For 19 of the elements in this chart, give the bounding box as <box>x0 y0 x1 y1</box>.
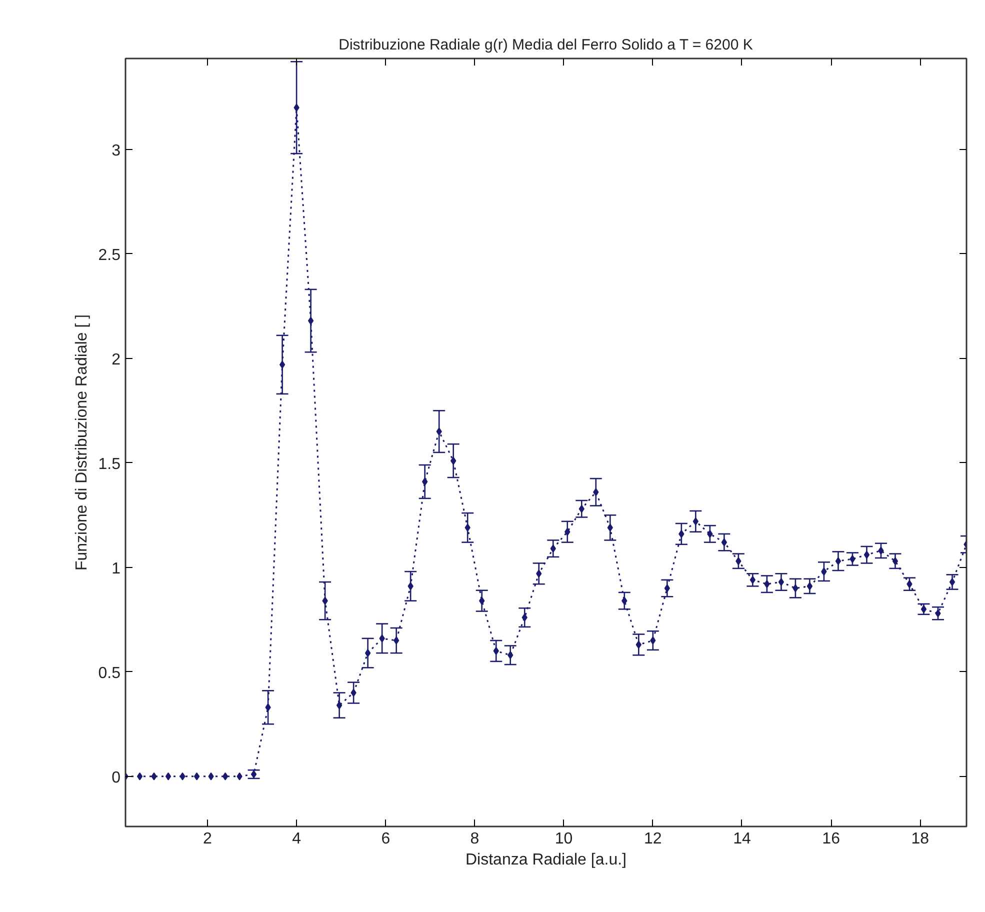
y-tick-label: 1.5 <box>98 456 121 473</box>
y-tick-label: 1 <box>112 560 121 578</box>
x-tick-label: 6 <box>381 830 390 848</box>
x-tick-label: 14 <box>733 830 751 848</box>
x-tick-label: 2 <box>203 830 212 848</box>
x-tick-label: 4 <box>292 830 302 848</box>
x-tick-label: 18 <box>911 830 930 848</box>
x-axis-title: Distanza Radiale [a.u.] <box>466 852 626 868</box>
y-axis-title: Funzione di Distribuzione Radiale [ ] <box>73 314 90 571</box>
y-tick-label: 3 <box>112 142 121 160</box>
y-tick-label: 2.5 <box>98 246 121 264</box>
y-tick-label: 2 <box>112 351 121 368</box>
x-tick-label: 8 <box>470 830 480 848</box>
x-tick-label: 12 <box>644 830 662 848</box>
x-tick-label: 16 <box>822 830 840 848</box>
y-tick-label: 0 <box>112 769 121 786</box>
x-tick-label: 10 <box>554 830 573 848</box>
chart-title: Distribuzione Radiale g(r) Media del Ferro Solido a T = 6200 K <box>338 36 753 54</box>
y-tick-label: 0.5 <box>98 664 121 682</box>
